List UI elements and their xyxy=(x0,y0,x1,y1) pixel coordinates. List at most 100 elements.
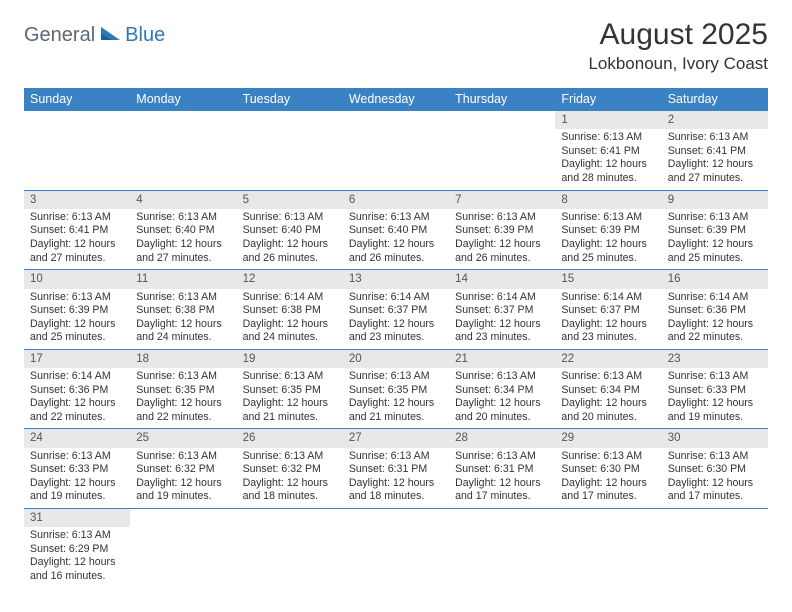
calendar-cell xyxy=(130,111,236,190)
calendar-cell xyxy=(343,508,449,587)
calendar-cell: 21Sunrise: 6:13 AMSunset: 6:34 PMDayligh… xyxy=(449,349,555,429)
day-details: Sunrise: 6:13 AMSunset: 6:30 PMDaylight:… xyxy=(555,448,661,508)
calendar-cell: 18Sunrise: 6:13 AMSunset: 6:35 PMDayligh… xyxy=(130,349,236,429)
dh-thu: Thursday xyxy=(449,88,555,111)
calendar-cell: 27Sunrise: 6:13 AMSunset: 6:31 PMDayligh… xyxy=(343,429,449,509)
day-details: Sunrise: 6:13 AMSunset: 6:40 PMDaylight:… xyxy=(237,209,343,269)
day-number: 12 xyxy=(237,270,343,288)
day-details: Sunrise: 6:14 AMSunset: 6:37 PMDaylight:… xyxy=(555,289,661,349)
day-details: Sunrise: 6:13 AMSunset: 6:41 PMDaylight:… xyxy=(662,129,768,189)
day-number: 6 xyxy=(343,191,449,209)
calendar-cell: 24Sunrise: 6:13 AMSunset: 6:33 PMDayligh… xyxy=(24,429,130,509)
day-details: Sunrise: 6:14 AMSunset: 6:36 PMDaylight:… xyxy=(662,289,768,349)
calendar-cell: 5Sunrise: 6:13 AMSunset: 6:40 PMDaylight… xyxy=(237,190,343,270)
calendar-cell: 4Sunrise: 6:13 AMSunset: 6:40 PMDaylight… xyxy=(130,190,236,270)
day-number: 15 xyxy=(555,270,661,288)
calendar-cell: 7Sunrise: 6:13 AMSunset: 6:39 PMDaylight… xyxy=(449,190,555,270)
day-details: Sunrise: 6:14 AMSunset: 6:36 PMDaylight:… xyxy=(24,368,130,428)
day-details: Sunrise: 6:13 AMSunset: 6:35 PMDaylight:… xyxy=(237,368,343,428)
day-number: 3 xyxy=(24,191,130,209)
day-number: 4 xyxy=(130,191,236,209)
calendar-cell xyxy=(449,508,555,587)
day-number: 20 xyxy=(343,350,449,368)
day-details: Sunrise: 6:13 AMSunset: 6:39 PMDaylight:… xyxy=(24,289,130,349)
day-number: 23 xyxy=(662,350,768,368)
day-number: 25 xyxy=(130,429,236,447)
page-title: August 2025 xyxy=(588,18,768,52)
calendar-row: 10Sunrise: 6:13 AMSunset: 6:39 PMDayligh… xyxy=(24,270,768,350)
day-number: 24 xyxy=(24,429,130,447)
day-number: 16 xyxy=(662,270,768,288)
day-number: 30 xyxy=(662,429,768,447)
day-details: Sunrise: 6:13 AMSunset: 6:39 PMDaylight:… xyxy=(449,209,555,269)
calendar-cell: 28Sunrise: 6:13 AMSunset: 6:31 PMDayligh… xyxy=(449,429,555,509)
day-details: Sunrise: 6:13 AMSunset: 6:41 PMDaylight:… xyxy=(555,129,661,189)
heading: August 2025 Lokbonoun, Ivory Coast xyxy=(588,18,768,74)
day-number: 10 xyxy=(24,270,130,288)
calendar-cell: 22Sunrise: 6:13 AMSunset: 6:34 PMDayligh… xyxy=(555,349,661,429)
calendar-cell: 11Sunrise: 6:13 AMSunset: 6:38 PMDayligh… xyxy=(130,270,236,350)
day-details: Sunrise: 6:13 AMSunset: 6:33 PMDaylight:… xyxy=(662,368,768,428)
day-number: 7 xyxy=(449,191,555,209)
calendar-cell: 31Sunrise: 6:13 AMSunset: 6:29 PMDayligh… xyxy=(24,508,130,587)
calendar-cell xyxy=(24,111,130,190)
calendar-body: 1Sunrise: 6:13 AMSunset: 6:41 PMDaylight… xyxy=(24,111,768,587)
calendar-cell: 1Sunrise: 6:13 AMSunset: 6:41 PMDaylight… xyxy=(555,111,661,190)
day-number: 13 xyxy=(343,270,449,288)
day-number: 2 xyxy=(662,111,768,129)
calendar-cell xyxy=(555,508,661,587)
calendar-cell xyxy=(449,111,555,190)
day-number: 28 xyxy=(449,429,555,447)
calendar-row: 3Sunrise: 6:13 AMSunset: 6:41 PMDaylight… xyxy=(24,190,768,270)
day-details: Sunrise: 6:13 AMSunset: 6:40 PMDaylight:… xyxy=(130,209,236,269)
calendar-cell: 16Sunrise: 6:14 AMSunset: 6:36 PMDayligh… xyxy=(662,270,768,350)
day-number: 14 xyxy=(449,270,555,288)
calendar-cell: 6Sunrise: 6:13 AMSunset: 6:40 PMDaylight… xyxy=(343,190,449,270)
calendar-cell: 12Sunrise: 6:14 AMSunset: 6:38 PMDayligh… xyxy=(237,270,343,350)
dh-fri: Friday xyxy=(555,88,661,111)
day-number: 19 xyxy=(237,350,343,368)
calendar-cell: 17Sunrise: 6:14 AMSunset: 6:36 PMDayligh… xyxy=(24,349,130,429)
flag-icon xyxy=(100,25,122,46)
day-number: 27 xyxy=(343,429,449,447)
day-number: 26 xyxy=(237,429,343,447)
calendar-cell: 14Sunrise: 6:14 AMSunset: 6:37 PMDayligh… xyxy=(449,270,555,350)
dh-wed: Wednesday xyxy=(343,88,449,111)
day-number: 29 xyxy=(555,429,661,447)
logo-text-general: General xyxy=(24,24,95,47)
calendar-cell: 30Sunrise: 6:13 AMSunset: 6:30 PMDayligh… xyxy=(662,429,768,509)
calendar-cell: 19Sunrise: 6:13 AMSunset: 6:35 PMDayligh… xyxy=(237,349,343,429)
calendar-row: 31Sunrise: 6:13 AMSunset: 6:29 PMDayligh… xyxy=(24,508,768,587)
day-details: Sunrise: 6:13 AMSunset: 6:39 PMDaylight:… xyxy=(555,209,661,269)
day-details: Sunrise: 6:13 AMSunset: 6:34 PMDaylight:… xyxy=(449,368,555,428)
day-details: Sunrise: 6:14 AMSunset: 6:37 PMDaylight:… xyxy=(449,289,555,349)
day-number: 1 xyxy=(555,111,661,129)
dh-mon: Monday xyxy=(130,88,236,111)
day-details: Sunrise: 6:13 AMSunset: 6:32 PMDaylight:… xyxy=(130,448,236,508)
calendar-cell: 25Sunrise: 6:13 AMSunset: 6:32 PMDayligh… xyxy=(130,429,236,509)
logo-text-blue: Blue xyxy=(125,24,165,47)
day-number: 22 xyxy=(555,350,661,368)
calendar-cell: 2Sunrise: 6:13 AMSunset: 6:41 PMDaylight… xyxy=(662,111,768,190)
calendar-cell xyxy=(343,111,449,190)
logo: General Blue xyxy=(24,18,165,47)
calendar-cell xyxy=(237,508,343,587)
day-number: 21 xyxy=(449,350,555,368)
calendar-row: 24Sunrise: 6:13 AMSunset: 6:33 PMDayligh… xyxy=(24,429,768,509)
day-details: Sunrise: 6:13 AMSunset: 6:41 PMDaylight:… xyxy=(24,209,130,269)
day-details: Sunrise: 6:13 AMSunset: 6:38 PMDaylight:… xyxy=(130,289,236,349)
day-number: 9 xyxy=(662,191,768,209)
calendar-cell xyxy=(130,508,236,587)
day-details: Sunrise: 6:13 AMSunset: 6:31 PMDaylight:… xyxy=(343,448,449,508)
calendar-cell: 3Sunrise: 6:13 AMSunset: 6:41 PMDaylight… xyxy=(24,190,130,270)
day-details: Sunrise: 6:13 AMSunset: 6:30 PMDaylight:… xyxy=(662,448,768,508)
calendar-cell xyxy=(662,508,768,587)
calendar-cell: 8Sunrise: 6:13 AMSunset: 6:39 PMDaylight… xyxy=(555,190,661,270)
day-details: Sunrise: 6:14 AMSunset: 6:37 PMDaylight:… xyxy=(343,289,449,349)
calendar-cell: 15Sunrise: 6:14 AMSunset: 6:37 PMDayligh… xyxy=(555,270,661,350)
day-details: Sunrise: 6:13 AMSunset: 6:31 PMDaylight:… xyxy=(449,448,555,508)
calendar-cell: 26Sunrise: 6:13 AMSunset: 6:32 PMDayligh… xyxy=(237,429,343,509)
calendar-cell: 29Sunrise: 6:13 AMSunset: 6:30 PMDayligh… xyxy=(555,429,661,509)
day-number: 18 xyxy=(130,350,236,368)
calendar-table: Sunday Monday Tuesday Wednesday Thursday… xyxy=(24,88,768,587)
